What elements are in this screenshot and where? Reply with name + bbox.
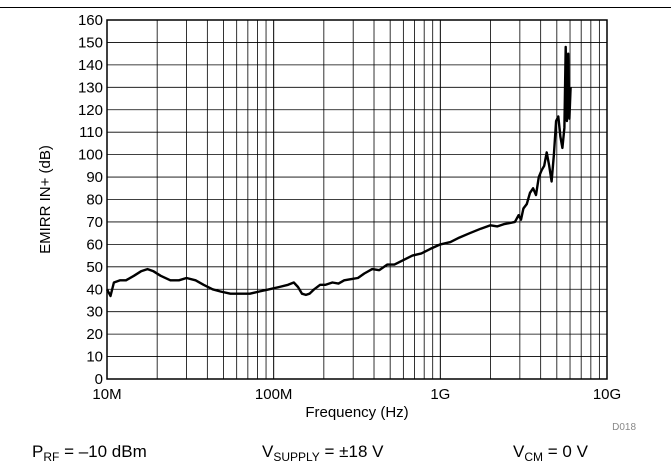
prf-subscript: RF (43, 450, 60, 464)
y-tick-label: 120 (78, 102, 103, 119)
vsupply-value: = ±18 V (319, 442, 384, 461)
y-tick-label: 90 (86, 169, 103, 186)
vcm-symbol: V (513, 442, 525, 461)
x-axis-label: Frequency (Hz) (305, 404, 408, 421)
tick-labels: 0 10 20 30 40 50 60 70 80 90 100 110 120 130 140 150 160… (78, 12, 621, 403)
emirr-series-line (105, 45, 572, 298)
y-tick-label: 10 (86, 349, 103, 366)
y-tick-label: 100 (78, 147, 103, 164)
y-tick-label: 150 (78, 34, 103, 51)
condition-vcm: VCM = 0 V (513, 442, 588, 464)
y-tick-label: 30 (86, 304, 103, 321)
y-tick-label: 0 (95, 371, 103, 388)
y-tick-label: 80 (86, 192, 103, 209)
plot-frame (106, 19, 608, 380)
x-tick-label: 10M (92, 386, 121, 403)
y-tick-label: 130 (78, 79, 103, 96)
x-tick-label: 10G (593, 386, 621, 403)
vsupply-subscript: SUPPLY (273, 450, 320, 464)
vcm-value: = 0 V (543, 442, 588, 461)
condition-vsupply: VSUPPLY = ±18 V (262, 442, 384, 464)
top-rule (0, 7, 671, 8)
vsupply-symbol: V (262, 442, 274, 461)
test-conditions: PRF = –10 dBm VSUPPLY = ±18 V VCM = 0 V (0, 440, 671, 474)
chart-grid (106, 19, 607, 380)
y-tick-label: 70 (86, 214, 103, 231)
y-tick-label: 50 (86, 259, 103, 276)
chart-series (105, 45, 572, 298)
x-tick-label: 1G (430, 386, 450, 403)
y-tick-label: 60 (86, 236, 103, 253)
y-tick-label: 140 (78, 57, 103, 74)
vcm-subscript: CM (524, 450, 544, 464)
y-axis-label: EMIRR IN+ (dB) (37, 145, 54, 254)
figure-id: D018 (612, 422, 636, 433)
y-tick-label: 110 (79, 124, 103, 141)
prf-value: = –10 dBm (59, 442, 147, 461)
prf-symbol: P (32, 442, 44, 461)
y-tick-label: 40 (86, 281, 103, 298)
condition-prf: PRF = –10 dBm (32, 442, 147, 464)
x-tick-label: 100M (255, 386, 293, 403)
y-tick-label: 160 (78, 12, 103, 29)
y-tick-label: 20 (86, 326, 103, 343)
